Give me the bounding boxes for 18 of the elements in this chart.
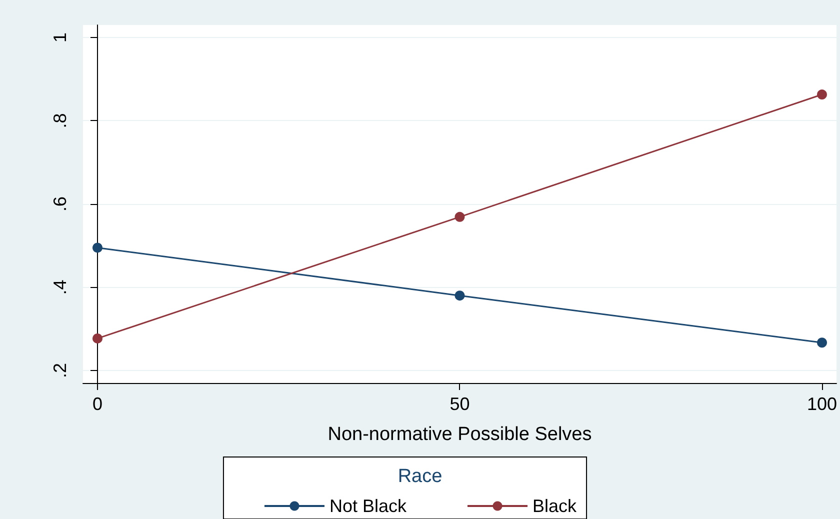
y-tick-label: .8 xyxy=(50,113,70,128)
x-tick-label: 100 xyxy=(806,394,838,414)
point xyxy=(816,338,827,348)
point xyxy=(92,333,102,344)
x-axis-title: Non-normative Possible Selves xyxy=(328,424,592,445)
y-tick-label: 1 xyxy=(50,32,70,42)
legend-label: Not Black xyxy=(329,496,408,516)
point xyxy=(92,242,102,253)
x-tick-label: 0 xyxy=(92,394,102,414)
x-tick-label: 50 xyxy=(450,394,470,414)
point xyxy=(454,212,465,222)
legend-title: Race xyxy=(398,466,442,487)
point xyxy=(816,90,827,100)
point xyxy=(454,290,465,301)
y-tick-label: .2 xyxy=(50,363,70,378)
y-tick-label: .6 xyxy=(50,196,70,212)
y-tick-label: .4 xyxy=(50,280,70,295)
legend-label: Black xyxy=(532,496,578,516)
